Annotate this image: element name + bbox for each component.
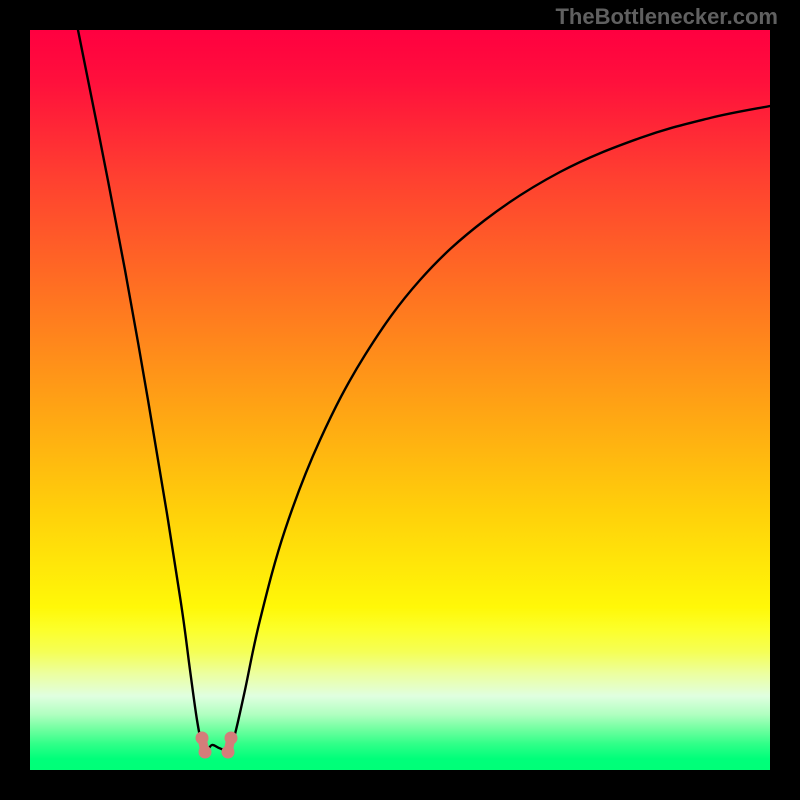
chart-root: { "watermark": { "text": "TheBottlenecke… — [0, 0, 800, 800]
watermark-text: TheBottlenecker.com — [555, 4, 778, 30]
bottleneck-curve — [78, 30, 770, 750]
curve-overlay — [30, 30, 770, 770]
plot-area — [30, 30, 770, 770]
dip-markers — [196, 732, 238, 759]
